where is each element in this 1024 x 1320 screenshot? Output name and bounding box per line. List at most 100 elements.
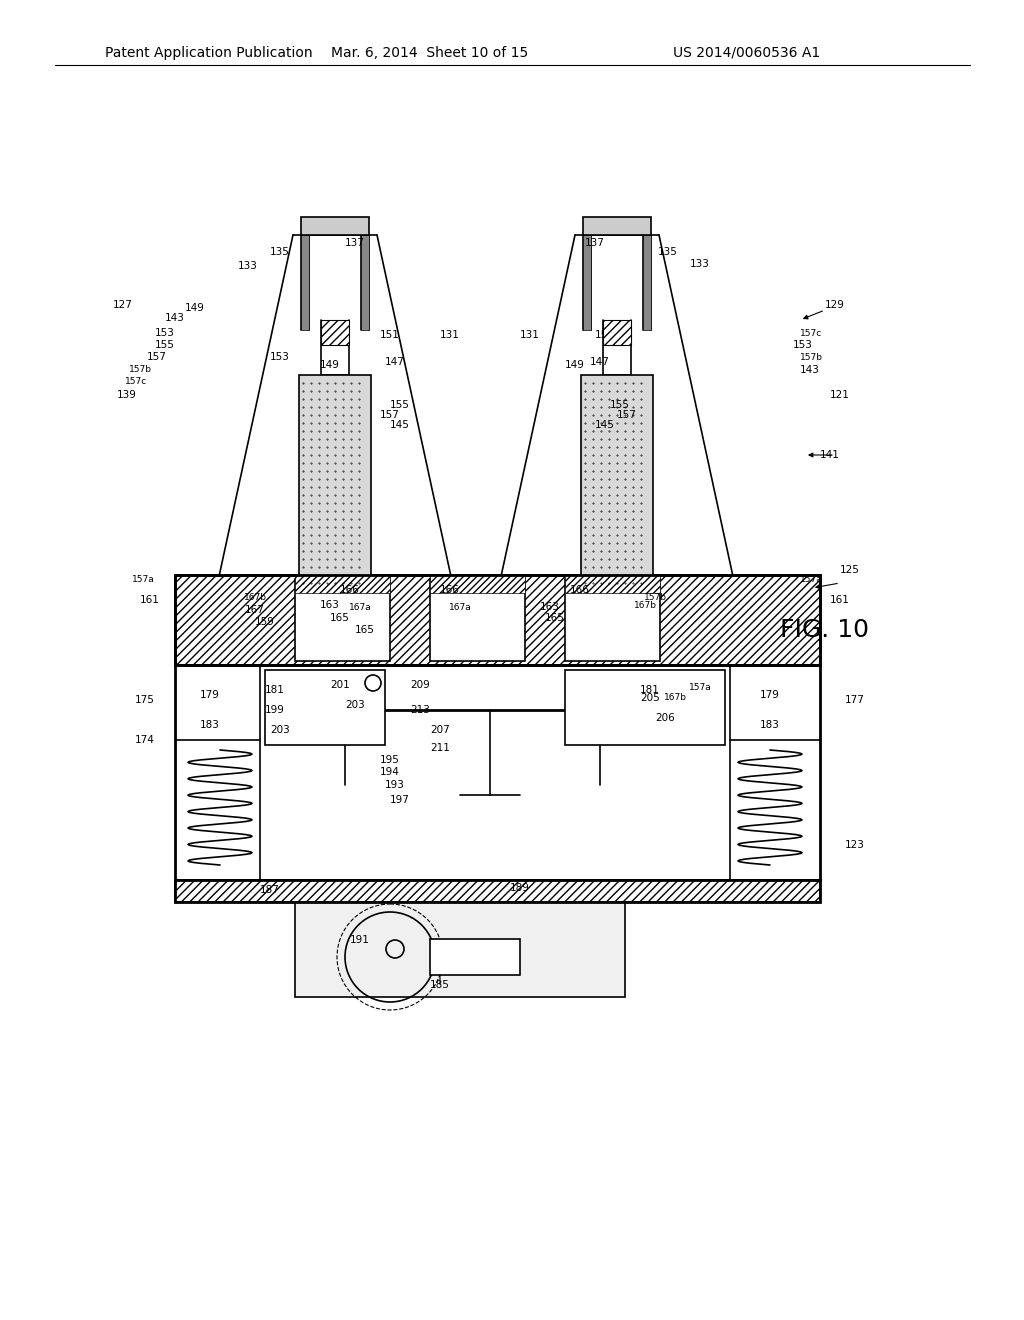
Text: 155: 155 bbox=[610, 400, 630, 411]
Text: 167a: 167a bbox=[449, 602, 471, 611]
Bar bbox=[583, 235, 591, 330]
Bar bbox=[430, 576, 525, 593]
Text: 149: 149 bbox=[185, 304, 205, 313]
Text: 197: 197 bbox=[390, 795, 410, 805]
Text: US 2014/0060536 A1: US 2014/0060536 A1 bbox=[673, 46, 820, 59]
Text: 149: 149 bbox=[565, 360, 585, 370]
Text: 167b: 167b bbox=[634, 601, 656, 610]
Text: 157b: 157b bbox=[800, 354, 823, 363]
Text: 193: 193 bbox=[385, 780, 404, 789]
Text: 155: 155 bbox=[155, 341, 175, 350]
Text: 147: 147 bbox=[590, 356, 610, 367]
Text: 155: 155 bbox=[390, 400, 410, 411]
Text: 143: 143 bbox=[165, 313, 185, 323]
Text: 133: 133 bbox=[238, 261, 258, 271]
Text: 211: 211 bbox=[430, 743, 450, 752]
Text: 157b: 157b bbox=[129, 366, 152, 375]
Text: 135: 135 bbox=[270, 247, 290, 257]
Text: 185: 185 bbox=[430, 979, 450, 990]
Text: 123: 123 bbox=[845, 840, 865, 850]
Text: 213: 213 bbox=[410, 705, 430, 715]
Text: 153: 153 bbox=[270, 352, 290, 362]
Bar bbox=[301, 216, 369, 235]
Text: 137: 137 bbox=[345, 238, 365, 248]
Text: 189: 189 bbox=[510, 883, 529, 894]
Text: 157c: 157c bbox=[800, 329, 822, 338]
Text: 165: 165 bbox=[355, 624, 375, 635]
Bar bbox=[175, 576, 820, 665]
Text: 157: 157 bbox=[380, 411, 400, 420]
Text: 165: 165 bbox=[545, 612, 565, 623]
Bar bbox=[643, 235, 651, 330]
Text: 157: 157 bbox=[147, 352, 167, 362]
Text: 183: 183 bbox=[760, 719, 780, 730]
Text: 151: 151 bbox=[595, 330, 615, 341]
Text: 207: 207 bbox=[430, 725, 450, 735]
Bar bbox=[430, 939, 520, 975]
Text: 165: 165 bbox=[330, 612, 350, 623]
Text: 187: 187 bbox=[260, 884, 280, 895]
Text: 166: 166 bbox=[340, 585, 360, 595]
Text: 166: 166 bbox=[570, 585, 590, 595]
Bar bbox=[565, 579, 660, 661]
Text: 177: 177 bbox=[845, 696, 865, 705]
Text: 129: 129 bbox=[825, 300, 845, 310]
Text: 131: 131 bbox=[440, 330, 460, 341]
Text: 167a: 167a bbox=[348, 602, 372, 611]
Bar bbox=[295, 579, 390, 661]
Text: 181: 181 bbox=[265, 685, 285, 696]
Bar bbox=[175, 880, 820, 902]
Text: 181: 181 bbox=[640, 685, 659, 696]
Text: Patent Application Publication: Patent Application Publication bbox=[105, 46, 312, 59]
Text: 125: 125 bbox=[840, 565, 860, 576]
Text: 157a: 157a bbox=[132, 576, 155, 585]
Text: 147: 147 bbox=[385, 356, 404, 367]
Bar bbox=[301, 235, 309, 330]
Text: 133: 133 bbox=[690, 259, 710, 269]
Bar bbox=[361, 235, 369, 330]
Text: 137: 137 bbox=[585, 238, 605, 248]
Bar bbox=[321, 319, 349, 345]
Text: 121: 121 bbox=[830, 389, 850, 400]
Text: 201: 201 bbox=[330, 680, 350, 690]
Text: 194: 194 bbox=[380, 767, 400, 777]
Text: 157c: 157c bbox=[125, 378, 147, 387]
Text: 199: 199 bbox=[265, 705, 285, 715]
Text: 179: 179 bbox=[200, 690, 220, 700]
Text: 151: 151 bbox=[380, 330, 400, 341]
Bar bbox=[565, 576, 660, 593]
Text: 179: 179 bbox=[760, 690, 780, 700]
Bar bbox=[295, 902, 625, 997]
Text: 131: 131 bbox=[520, 330, 540, 341]
Text: 206: 206 bbox=[655, 713, 675, 723]
Bar bbox=[265, 671, 385, 744]
Text: 203: 203 bbox=[345, 700, 365, 710]
Bar bbox=[295, 576, 390, 593]
Text: 161: 161 bbox=[140, 595, 160, 605]
Text: 153: 153 bbox=[155, 327, 175, 338]
Text: 175: 175 bbox=[135, 696, 155, 705]
Bar bbox=[603, 319, 631, 345]
Text: 183: 183 bbox=[200, 719, 220, 730]
Text: 159: 159 bbox=[255, 616, 274, 627]
Bar bbox=[175, 665, 820, 880]
Bar bbox=[175, 576, 820, 665]
Text: 203: 203 bbox=[270, 725, 290, 735]
Text: Mar. 6, 2014  Sheet 10 of 15: Mar. 6, 2014 Sheet 10 of 15 bbox=[332, 46, 528, 59]
Text: 163: 163 bbox=[540, 602, 560, 612]
Bar bbox=[175, 880, 820, 902]
Bar bbox=[299, 375, 371, 590]
Text: 145: 145 bbox=[390, 420, 410, 430]
Text: 163: 163 bbox=[321, 601, 340, 610]
Text: 127: 127 bbox=[113, 300, 133, 310]
Text: 135: 135 bbox=[658, 247, 678, 257]
Text: 143: 143 bbox=[800, 366, 820, 375]
Text: 167: 167 bbox=[245, 605, 265, 615]
Text: 205: 205 bbox=[640, 693, 659, 704]
Text: 195: 195 bbox=[380, 755, 400, 766]
Text: 157b: 157b bbox=[643, 593, 667, 602]
Bar bbox=[565, 671, 725, 744]
Text: 149: 149 bbox=[321, 360, 340, 370]
Bar bbox=[581, 375, 653, 590]
Text: FIG. 10: FIG. 10 bbox=[780, 618, 869, 642]
